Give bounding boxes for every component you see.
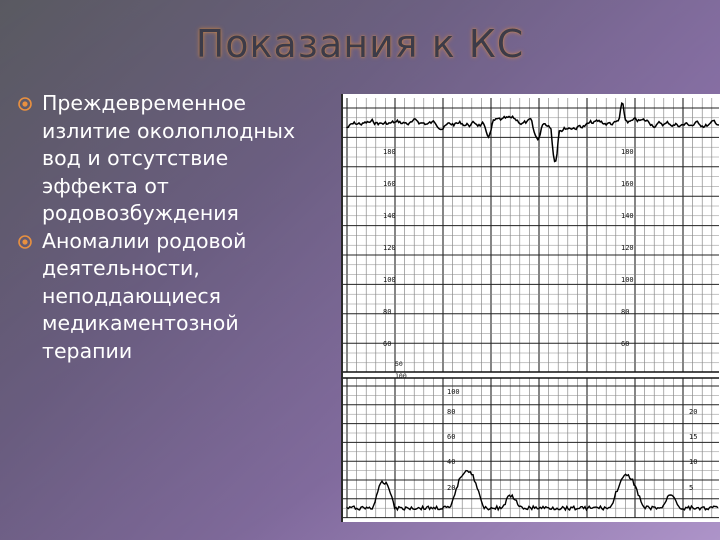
ctg-tracing-image: 180 160 140 120 100 80 60 180 160 140 120 100 80 60 50… — [341, 94, 720, 522]
fhr-trace — [346, 102, 720, 163]
section-divider — [343, 372, 719, 378]
tick-label: 50 — [395, 360, 403, 368]
tick-label: 180 — [383, 148, 396, 156]
ctg-tracing: 180 160 140 120 100 80 60 180 160 140 120 100 80 60 50… — [343, 98, 720, 519]
tick-label: 15 — [689, 433, 697, 441]
uterine-activity-trace — [346, 469, 719, 512]
tick-label: 40 — [447, 458, 455, 466]
tick-label: 120 — [621, 244, 634, 252]
tick-label: 100 — [621, 276, 634, 284]
bullet-list: Преждевременное излитие околоплодных вод… — [18, 90, 328, 365]
tick-label: 10 — [689, 458, 697, 466]
tick-label: 20 — [689, 408, 697, 416]
bullet-item: Преждевременное излитие околоплодных вод… — [18, 90, 328, 228]
tick-label: 100 — [447, 388, 460, 396]
tick-label: 180 — [621, 148, 634, 156]
bullet-item: Аномалии родовой деятельности, неподдающ… — [18, 228, 328, 366]
slide-title: Показания к КС — [195, 22, 525, 66]
tick-label: 160 — [621, 180, 634, 188]
tick-label: 80 — [621, 308, 629, 316]
bullet-text: Аномалии родовой деятельности, неподдающ… — [42, 228, 247, 363]
tick-label: 100 — [383, 276, 396, 284]
tick-label: 140 — [383, 212, 396, 220]
tick-label: 60 — [621, 340, 629, 348]
tick-label: 60 — [383, 340, 391, 348]
tick-label: 80 — [447, 408, 455, 416]
target-circle-icon — [18, 234, 32, 249]
tick-label: 140 — [621, 212, 634, 220]
tick-label: 160 — [383, 180, 396, 188]
tick-label: 100 — [395, 372, 407, 380]
tick-label: 60 — [447, 433, 455, 441]
target-circle-icon — [18, 97, 32, 111]
tick-label: 20 — [447, 484, 455, 492]
tick-label: 80 — [383, 308, 391, 316]
tick-label: 5 — [689, 484, 693, 492]
bullet-text: Преждевременное излитие околоплодных вод… — [42, 91, 296, 225]
tick-label: 120 — [383, 244, 396, 252]
